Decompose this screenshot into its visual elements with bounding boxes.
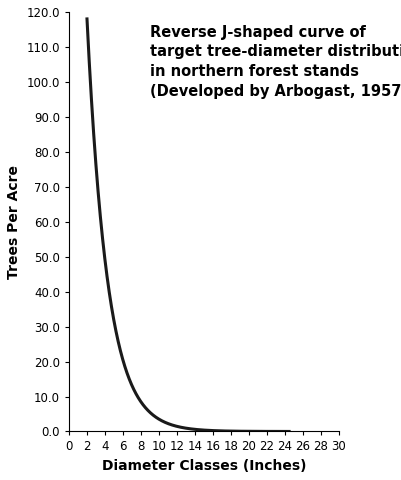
- X-axis label: Diameter Classes (Inches): Diameter Classes (Inches): [101, 459, 305, 473]
- Text: Reverse J-shaped curve of
target tree-diameter distribution
in northern forest s: Reverse J-shaped curve of target tree-di…: [150, 24, 401, 99]
- Y-axis label: Trees Per Acre: Trees Per Acre: [7, 165, 21, 279]
